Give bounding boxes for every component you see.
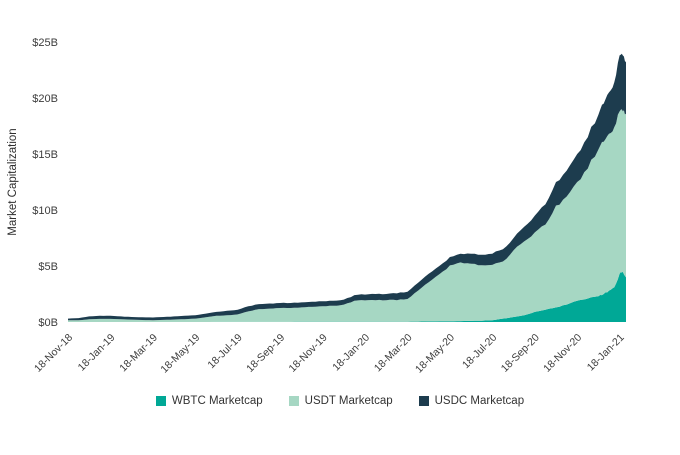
x-tick-label: 18-Jul-20: [460, 332, 500, 372]
y-tick-label: $25B: [32, 37, 58, 49]
x-tick-label: 18-Jan-21: [585, 332, 627, 374]
x-tick-label: 18-Nov-20: [541, 332, 584, 375]
x-tick-label: 18-Sep-20: [499, 332, 542, 375]
y-tick-label: $0B: [38, 317, 58, 329]
y-axis-title: Market Capitalization: [7, 128, 19, 235]
y-tick-label: $15B: [32, 149, 58, 161]
legend-item-usdt: USDT Marketcap: [288, 395, 393, 407]
x-tick-label: 18-May-20: [413, 332, 457, 376]
y-tick-label: $20B: [32, 93, 58, 105]
x-tick-label: 18-Mar-19: [117, 332, 160, 375]
x-tick-label: 18-Mar-20: [372, 332, 415, 375]
legend: WBTC Marketcap USDT Marketcap USDC Marke…: [0, 395, 680, 407]
legend-item-usdc: USDC Marketcap: [418, 395, 525, 407]
x-tick-label: 18-Jan-19: [76, 332, 118, 374]
x-tick-label: 18-Nov-19: [287, 332, 330, 375]
area-usdt: [68, 109, 626, 322]
legend-swatch-usdt-icon: [288, 396, 299, 406]
legend-label-wbtc: WBTC Marketcap: [171, 395, 263, 407]
x-tick-label: 18-May-19: [158, 332, 202, 376]
x-tick-label: 18-Nov-18: [32, 332, 75, 375]
x-tick-label: 18-Jan-20: [330, 332, 372, 374]
y-tick-label: $5B: [38, 261, 58, 273]
legend-label-usdt: USDT Marketcap: [304, 395, 393, 407]
legend-swatch-usdc-icon: [418, 396, 429, 406]
legend-label-usdc: USDC Marketcap: [434, 395, 525, 407]
x-tick-label: 18-Sep-19: [244, 332, 287, 375]
legend-item-wbtc: WBTC Marketcap: [155, 395, 263, 407]
y-tick-label: $10B: [32, 205, 58, 217]
x-tick-label: 18-Jul-19: [205, 332, 245, 372]
legend-swatch-wbtc-icon: [155, 396, 166, 406]
area-wbtc: [68, 271, 626, 322]
